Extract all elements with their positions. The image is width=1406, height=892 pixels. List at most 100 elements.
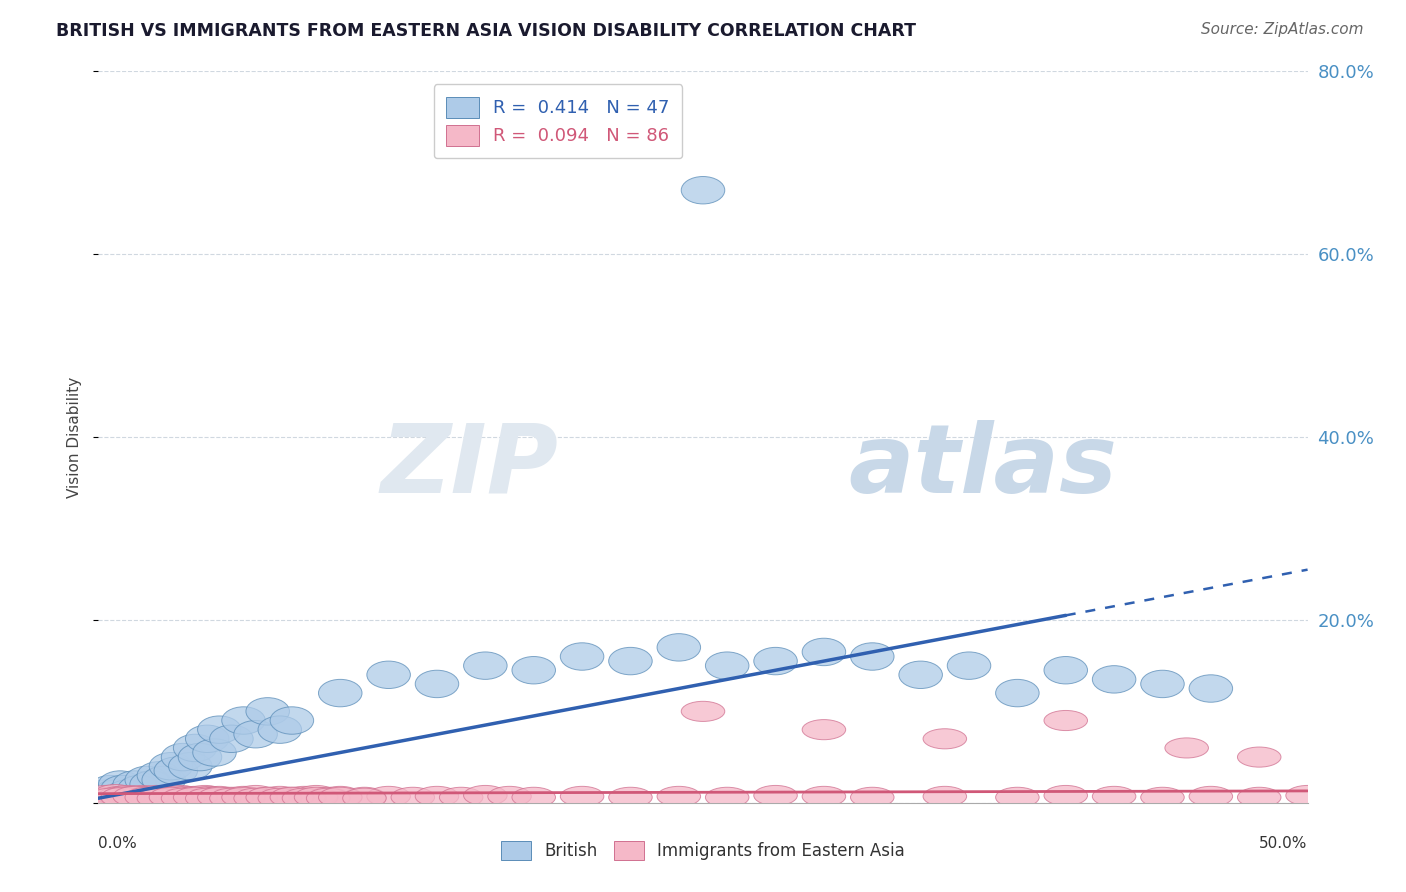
Text: Source: ZipAtlas.com: Source: ZipAtlas.com (1201, 22, 1364, 37)
Ellipse shape (415, 670, 458, 698)
Ellipse shape (307, 788, 350, 807)
Ellipse shape (246, 788, 290, 807)
Ellipse shape (142, 766, 186, 794)
Ellipse shape (561, 787, 603, 806)
Ellipse shape (183, 786, 226, 805)
Ellipse shape (111, 787, 155, 806)
Ellipse shape (89, 775, 132, 803)
Ellipse shape (488, 787, 531, 806)
Ellipse shape (145, 788, 188, 807)
Ellipse shape (101, 788, 145, 807)
Ellipse shape (79, 789, 122, 808)
Ellipse shape (706, 652, 749, 680)
Ellipse shape (415, 787, 458, 806)
Ellipse shape (259, 789, 301, 808)
Ellipse shape (149, 753, 193, 780)
Ellipse shape (186, 789, 229, 808)
Ellipse shape (898, 661, 942, 689)
Ellipse shape (125, 788, 169, 807)
Ellipse shape (115, 788, 159, 807)
Ellipse shape (319, 787, 361, 806)
Ellipse shape (179, 743, 222, 771)
Ellipse shape (149, 787, 193, 806)
Ellipse shape (101, 775, 145, 803)
Ellipse shape (283, 787, 326, 806)
Ellipse shape (1140, 788, 1184, 807)
Ellipse shape (209, 789, 253, 808)
Ellipse shape (1140, 670, 1184, 698)
Ellipse shape (367, 787, 411, 806)
Ellipse shape (163, 787, 207, 806)
Ellipse shape (155, 757, 198, 785)
Ellipse shape (609, 648, 652, 674)
Ellipse shape (657, 787, 700, 806)
Ellipse shape (222, 788, 266, 807)
Ellipse shape (173, 734, 217, 762)
Ellipse shape (112, 787, 156, 806)
Ellipse shape (803, 720, 845, 739)
Ellipse shape (179, 788, 222, 807)
Ellipse shape (246, 788, 290, 807)
Ellipse shape (198, 716, 240, 743)
Ellipse shape (512, 657, 555, 684)
Ellipse shape (162, 789, 205, 808)
Ellipse shape (129, 771, 173, 798)
Ellipse shape (129, 788, 173, 807)
Ellipse shape (162, 743, 205, 771)
Ellipse shape (803, 787, 845, 806)
Ellipse shape (118, 775, 162, 803)
Ellipse shape (246, 698, 290, 725)
Ellipse shape (657, 633, 700, 661)
Ellipse shape (1045, 786, 1087, 805)
Ellipse shape (294, 786, 337, 805)
Ellipse shape (391, 788, 434, 807)
Ellipse shape (138, 789, 180, 808)
Text: 50.0%: 50.0% (1260, 836, 1308, 851)
Ellipse shape (270, 788, 314, 807)
Ellipse shape (198, 788, 240, 807)
Ellipse shape (101, 788, 145, 807)
Ellipse shape (89, 789, 132, 808)
Ellipse shape (995, 788, 1039, 807)
Ellipse shape (193, 739, 236, 766)
Ellipse shape (233, 786, 277, 805)
Ellipse shape (1092, 665, 1136, 693)
Ellipse shape (754, 786, 797, 805)
Ellipse shape (259, 787, 301, 806)
Ellipse shape (319, 788, 361, 807)
Ellipse shape (1166, 738, 1208, 758)
Ellipse shape (125, 787, 169, 806)
Ellipse shape (169, 753, 212, 780)
Ellipse shape (270, 706, 314, 734)
Ellipse shape (105, 786, 149, 805)
Ellipse shape (209, 788, 253, 807)
Ellipse shape (98, 771, 142, 798)
Ellipse shape (319, 680, 361, 706)
Ellipse shape (1045, 657, 1087, 684)
Ellipse shape (98, 787, 142, 806)
Ellipse shape (464, 652, 508, 680)
Ellipse shape (233, 789, 277, 808)
Ellipse shape (995, 680, 1039, 706)
Ellipse shape (924, 787, 966, 806)
Ellipse shape (173, 787, 217, 806)
Ellipse shape (159, 786, 202, 805)
Ellipse shape (307, 789, 350, 808)
Ellipse shape (233, 721, 277, 747)
Ellipse shape (851, 788, 894, 807)
Ellipse shape (173, 788, 217, 807)
Ellipse shape (682, 701, 724, 722)
Ellipse shape (94, 780, 138, 807)
Y-axis label: Vision Disability: Vision Disability (67, 376, 83, 498)
Text: BRITISH VS IMMIGRANTS FROM EASTERN ASIA VISION DISABILITY CORRELATION CHART: BRITISH VS IMMIGRANTS FROM EASTERN ASIA … (56, 22, 917, 40)
Ellipse shape (1189, 787, 1233, 806)
Ellipse shape (209, 725, 253, 753)
Ellipse shape (193, 788, 236, 807)
Ellipse shape (803, 639, 845, 665)
Ellipse shape (924, 729, 966, 749)
Ellipse shape (270, 788, 314, 807)
Ellipse shape (1045, 710, 1087, 731)
Ellipse shape (155, 788, 198, 807)
Ellipse shape (706, 788, 749, 807)
Text: atlas: atlas (848, 420, 1118, 513)
